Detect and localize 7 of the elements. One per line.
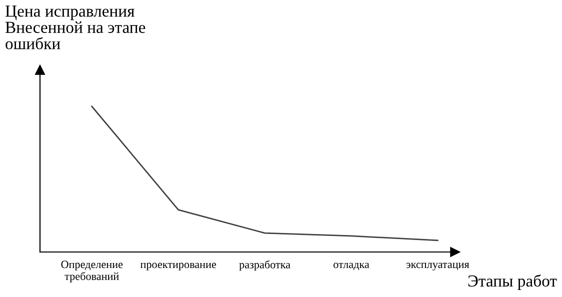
x-tick-label: разработка <box>239 260 290 271</box>
x-axis-title: Этапы работ <box>468 274 557 290</box>
x-tick-label: проектирование <box>140 262 216 270</box>
x-tick-label: эксплуатация <box>406 262 470 270</box>
x-tick-label: Определение требований <box>61 260 123 282</box>
x-tick-label: отладка <box>334 262 370 270</box>
y-axis-title: Цена исправления Внесенной на этапе ошибки <box>5 6 146 50</box>
